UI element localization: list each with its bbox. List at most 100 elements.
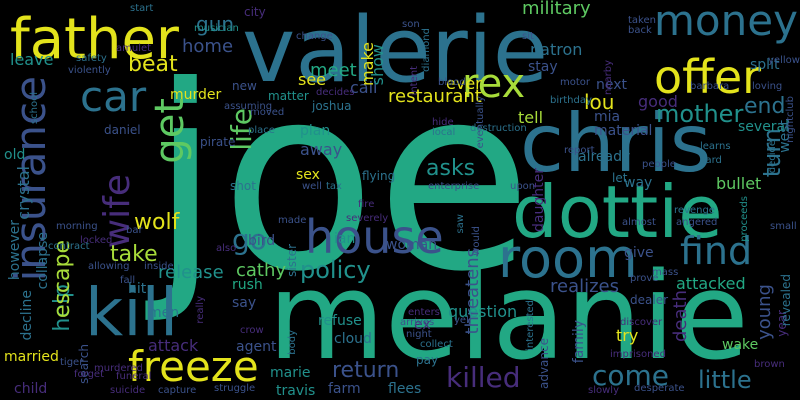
word: funeral (116, 371, 152, 382)
word: killed (446, 361, 521, 394)
word: also (216, 243, 237, 254)
word: city (244, 5, 266, 19)
word: made (278, 215, 307, 226)
word: son (402, 19, 420, 30)
word: saw (455, 214, 466, 234)
word: good (638, 92, 678, 111)
word: decides (316, 87, 355, 98)
word: bar (126, 225, 143, 236)
word: away (300, 140, 343, 159)
word: place (248, 125, 275, 136)
word: crow (240, 325, 264, 336)
word: morning (56, 221, 98, 232)
word: blood (438, 77, 466, 88)
word: sex (296, 167, 320, 183)
word: valerie (242, 0, 549, 103)
word: yellow (768, 55, 800, 66)
word: say (232, 295, 257, 311)
word: find (680, 229, 753, 273)
word: chris (520, 97, 712, 190)
word: house (305, 210, 444, 264)
word: restaurant (388, 86, 482, 107)
word: give (624, 245, 654, 261)
word: however (7, 220, 23, 281)
word: arrives (400, 317, 435, 328)
word: discover (620, 317, 663, 328)
word: intent (409, 66, 420, 96)
word: murder (170, 87, 222, 103)
word: moved (250, 107, 285, 118)
word: joe (150, 31, 533, 327)
word: hide (432, 117, 454, 128)
word: come (592, 359, 670, 392)
word: meet (310, 60, 357, 81)
word: sit (522, 31, 534, 42)
word: question (448, 302, 518, 321)
word: enterprise (428, 181, 480, 192)
word: daniel (104, 123, 141, 137)
word: car (80, 72, 147, 121)
word: next (596, 77, 628, 93)
word: small (770, 221, 797, 232)
word: safety (76, 53, 107, 64)
word: interested (525, 300, 536, 351)
word: military (522, 0, 591, 19)
word: men (148, 305, 180, 321)
word: hit (128, 281, 147, 297)
word: flees (388, 381, 422, 397)
word: refuse (318, 313, 362, 329)
word: musician (194, 23, 239, 34)
word: go (232, 223, 267, 256)
word: ian (334, 231, 356, 247)
word: nearby (603, 60, 614, 95)
word: child (14, 381, 48, 397)
word: would (471, 226, 482, 256)
word: pirate (200, 135, 236, 149)
word: little (698, 366, 752, 394)
word: family (571, 320, 587, 364)
word: cathy (236, 260, 287, 281)
word: loving (752, 81, 783, 92)
word: fire (358, 199, 375, 210)
word: school (29, 92, 40, 125)
word: people (642, 159, 676, 170)
word: already (578, 149, 631, 165)
word: motor (560, 77, 591, 88)
word: tell (518, 108, 544, 127)
word: see (298, 70, 327, 89)
word: prove (630, 273, 659, 284)
word: take (110, 242, 158, 267)
word: kill (85, 274, 179, 351)
word: eventually (475, 96, 486, 149)
word: wake (722, 337, 759, 353)
word: struggle (214, 383, 256, 394)
word: policy (300, 256, 371, 284)
word: beat (128, 52, 178, 77)
word: allowing (88, 261, 130, 272)
word: get (147, 98, 193, 164)
word: wolf (134, 210, 180, 235)
word: call (350, 78, 378, 97)
word: old (4, 147, 26, 163)
word: learns (700, 141, 731, 152)
word: revealed (779, 274, 793, 327)
word: bullet (716, 174, 762, 193)
word: sister (285, 244, 299, 277)
word: stay (528, 59, 558, 75)
word: bird (248, 233, 276, 249)
word: barbara (690, 81, 730, 92)
word: young (754, 284, 775, 340)
word: room (498, 227, 638, 290)
word: dealer (630, 293, 669, 307)
word: body (287, 330, 298, 355)
word: really (195, 296, 206, 324)
word: married (4, 349, 59, 365)
word: attack (148, 336, 199, 355)
word: split (750, 57, 780, 73)
word: diamond (421, 28, 432, 72)
word: make (358, 42, 377, 86)
word: several (738, 119, 790, 135)
word: joshua (312, 99, 352, 113)
word: woman (386, 237, 438, 253)
